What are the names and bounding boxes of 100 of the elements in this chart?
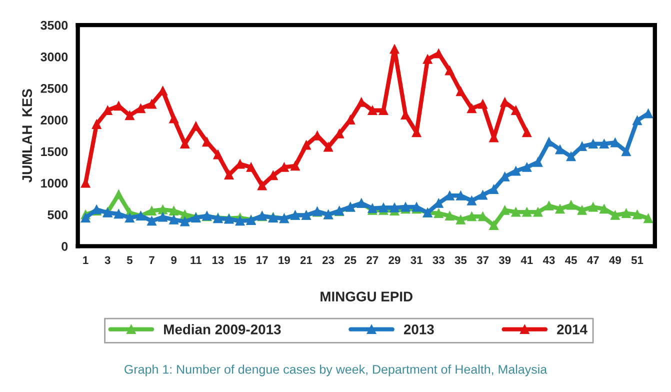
point bbox=[555, 204, 565, 214]
x-tick-label: 3 bbox=[104, 256, 110, 264]
x-tick-label: 39 bbox=[498, 256, 511, 264]
point bbox=[346, 115, 356, 125]
legend-label: Median 2009-2013 bbox=[164, 324, 281, 334]
y-tick-label: 3500 bbox=[40, 20, 68, 30]
point bbox=[622, 146, 631, 156]
x-tick-label: 9 bbox=[171, 256, 177, 264]
point bbox=[324, 142, 333, 152]
x-tick-label: 43 bbox=[542, 256, 555, 264]
point bbox=[191, 121, 201, 131]
x-tick-label: 47 bbox=[587, 256, 599, 264]
point bbox=[444, 211, 454, 221]
point bbox=[158, 212, 168, 222]
point bbox=[588, 202, 598, 212]
point bbox=[147, 216, 156, 226]
point bbox=[622, 208, 631, 218]
x-tick-label: 25 bbox=[344, 256, 356, 264]
x-tick-label: 7 bbox=[149, 256, 154, 264]
point bbox=[125, 213, 134, 222]
x-tick-label: 5 bbox=[126, 256, 132, 264]
y-tick-label: 2500 bbox=[40, 84, 68, 93]
point bbox=[566, 152, 576, 162]
point bbox=[577, 205, 587, 215]
point bbox=[588, 139, 598, 149]
point bbox=[467, 196, 476, 206]
point bbox=[644, 214, 653, 224]
y-tick-label: 2000 bbox=[40, 116, 68, 124]
x-tick-label: 11 bbox=[190, 256, 202, 264]
x-tick-label: 35 bbox=[454, 256, 467, 264]
point bbox=[147, 99, 156, 109]
point bbox=[235, 216, 245, 226]
legend-label: 2014 bbox=[557, 324, 588, 334]
point bbox=[213, 150, 223, 160]
x-tick-label: 23 bbox=[322, 256, 334, 264]
point bbox=[511, 166, 521, 176]
x-tick-label: 13 bbox=[212, 256, 224, 264]
point bbox=[136, 104, 146, 114]
point bbox=[511, 207, 521, 217]
point bbox=[422, 54, 432, 64]
point bbox=[644, 108, 653, 118]
point bbox=[544, 201, 554, 210]
x-tick-label: 49 bbox=[609, 256, 621, 264]
y-tick-label: 3000 bbox=[40, 52, 68, 62]
point bbox=[114, 209, 124, 219]
point bbox=[456, 190, 466, 200]
point bbox=[390, 44, 400, 54]
point bbox=[566, 200, 576, 210]
point bbox=[180, 216, 190, 226]
point bbox=[456, 214, 466, 224]
point bbox=[169, 114, 179, 124]
y-tick-label: 500 bbox=[48, 210, 68, 220]
x-tick-label: 29 bbox=[388, 256, 400, 264]
point bbox=[158, 204, 168, 214]
point bbox=[434, 48, 444, 58]
y-tick-label: 1500 bbox=[41, 147, 68, 156]
point bbox=[467, 104, 476, 114]
point bbox=[555, 144, 565, 154]
caption: Graph 1: Number of dengue cases by week, Department of Health, Malaysia bbox=[124, 364, 548, 376]
point bbox=[147, 206, 156, 216]
point bbox=[180, 139, 190, 149]
point bbox=[246, 162, 256, 172]
x-tick-label: 31 bbox=[410, 256, 422, 264]
point bbox=[610, 210, 620, 220]
point bbox=[522, 128, 532, 138]
point bbox=[334, 129, 344, 138]
x-tick-label: 41 bbox=[520, 256, 533, 264]
x-tick-label: 15 bbox=[234, 256, 246, 264]
point bbox=[368, 106, 378, 116]
x-tick-label: 19 bbox=[278, 256, 290, 264]
point bbox=[390, 202, 400, 212]
x-tick-label: 17 bbox=[256, 256, 268, 264]
point bbox=[489, 184, 498, 194]
point bbox=[290, 161, 300, 171]
point bbox=[522, 207, 532, 217]
point bbox=[80, 213, 90, 222]
x-tick-label: 27 bbox=[366, 256, 378, 264]
x-axis-title: MINGGU EPID bbox=[320, 292, 412, 302]
point bbox=[489, 220, 498, 230]
point bbox=[533, 207, 543, 217]
point bbox=[500, 172, 510, 182]
point bbox=[599, 204, 609, 214]
point bbox=[224, 170, 234, 180]
point bbox=[102, 106, 112, 116]
point bbox=[500, 205, 510, 215]
y-axis-title: JUMLAH KES bbox=[22, 89, 32, 182]
x-tick-label: 51 bbox=[631, 256, 644, 264]
point bbox=[444, 190, 454, 200]
y-tick-label: 1000 bbox=[41, 178, 68, 188]
x-tick-label: 21 bbox=[300, 256, 312, 264]
point bbox=[302, 140, 311, 150]
point bbox=[378, 202, 388, 212]
legend-label: 2013 bbox=[404, 324, 434, 334]
point bbox=[544, 137, 554, 147]
point bbox=[114, 190, 124, 200]
point bbox=[257, 180, 267, 190]
point bbox=[444, 66, 454, 76]
point bbox=[169, 214, 179, 224]
y-tick-label: 0 bbox=[62, 242, 68, 251]
point bbox=[456, 86, 466, 96]
